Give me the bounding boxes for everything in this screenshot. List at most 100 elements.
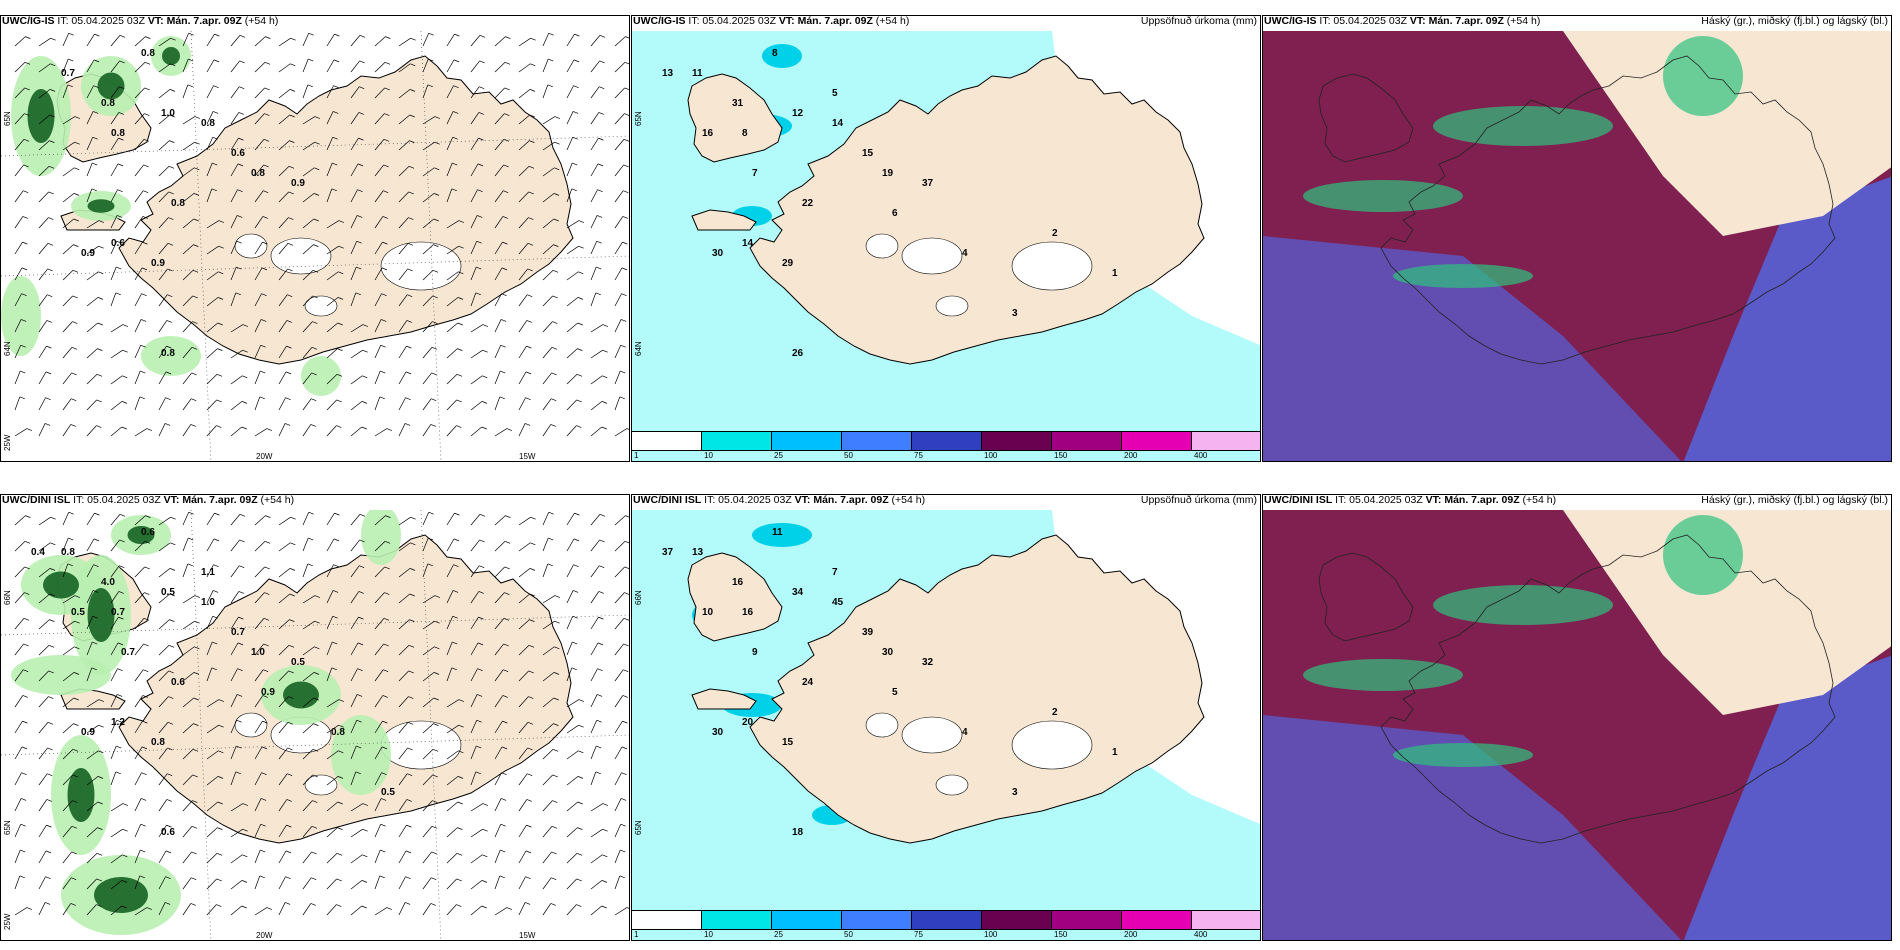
precip-area-light xyxy=(331,715,391,795)
wind-barb-flag xyxy=(573,59,580,63)
wind-barb-flag xyxy=(218,750,224,754)
wind-barb xyxy=(494,428,508,437)
wind-barb xyxy=(518,345,527,359)
wind-barb-flag xyxy=(502,695,508,698)
wind-barb xyxy=(206,348,218,359)
wind-barb xyxy=(326,297,339,307)
wind-barb-flag xyxy=(554,116,561,119)
wind-barb xyxy=(182,424,192,437)
precip-panel-igis: 11 31 8 8 12 14 15 19 37 22 14 30 29 26 13 16 7 5 6 4 3 2 1 UW… xyxy=(631,15,1261,462)
wind-barb-flag xyxy=(217,776,224,779)
wind-barb-flag xyxy=(458,220,465,223)
wind-barb xyxy=(446,348,458,359)
wind-barb-flag xyxy=(457,776,464,779)
wind-barb xyxy=(110,35,121,47)
snaefellsnes-land xyxy=(691,688,757,710)
wind-barb xyxy=(398,166,410,177)
wind-barb xyxy=(182,33,190,47)
wind-barb xyxy=(326,245,339,255)
wind-barb-flag xyxy=(46,345,52,349)
wind-barb xyxy=(422,672,435,682)
wind-barb xyxy=(110,292,117,307)
wind-barb-flag xyxy=(479,539,485,543)
wind-barb-flag xyxy=(20,344,26,348)
wind-barb xyxy=(326,667,333,682)
wind-barb-flag xyxy=(169,593,175,597)
wind-barb xyxy=(206,374,218,385)
wind-barb-flag xyxy=(239,60,245,64)
wind-barb-flag xyxy=(314,646,320,650)
wind-barb-flag xyxy=(409,114,415,118)
wind-barb xyxy=(590,215,598,229)
wind-barb-flag xyxy=(479,60,485,64)
wind-barb xyxy=(542,347,553,359)
wind-barb-flag xyxy=(337,827,343,830)
wind-barb xyxy=(14,566,25,578)
glacier xyxy=(865,233,899,259)
wind-barb-flag xyxy=(47,242,54,246)
wind-barb-flag xyxy=(358,591,364,594)
wind-barb-flag xyxy=(310,903,316,906)
wind-barb-flag xyxy=(193,193,200,196)
wind-barb xyxy=(206,904,217,916)
wind-barb-flag xyxy=(67,563,73,567)
wind-barb-flag xyxy=(191,398,197,401)
low-cloud-field xyxy=(1263,236,1682,461)
wind-barb xyxy=(14,592,25,604)
wind-barb xyxy=(158,345,167,359)
wind-barb xyxy=(614,319,622,333)
wind-barb-flag xyxy=(261,798,267,801)
wind-barb-flag xyxy=(68,32,74,36)
wind-barb xyxy=(518,423,526,437)
wind-barb xyxy=(470,163,479,177)
wind-barb-flag xyxy=(452,136,458,140)
wind-barb-flag xyxy=(501,267,508,271)
wind-barb xyxy=(542,903,552,916)
wind-barb xyxy=(134,541,146,552)
precip-area-moderate xyxy=(762,44,802,68)
wind-barb-flag xyxy=(287,747,293,751)
wind-barb-flag xyxy=(140,344,146,348)
wind-barb-flag xyxy=(362,375,368,379)
wind-barb xyxy=(62,167,75,177)
wind-barb-flag xyxy=(287,773,293,776)
wind-barb-flag xyxy=(355,771,361,775)
wind-barb xyxy=(518,824,527,838)
wind-barb-flag xyxy=(506,907,513,910)
legend-tick-label: 150 xyxy=(1054,451,1068,460)
wind-barb xyxy=(278,423,286,437)
wind-barb-flag xyxy=(217,348,223,351)
wind-barb-flag xyxy=(144,566,150,570)
wind-barb-flag xyxy=(236,240,242,244)
wind-barb-flag xyxy=(24,61,31,65)
wind-barb-flag xyxy=(380,344,386,348)
wind-barb-flag xyxy=(624,113,629,116)
value-label: 14 xyxy=(742,238,754,249)
wind-barb-flag xyxy=(239,34,246,38)
wind-barb-flag xyxy=(573,85,579,88)
wind-barb xyxy=(182,646,195,656)
wind-barb-flag xyxy=(432,321,438,324)
precip-area-heavy xyxy=(97,72,125,100)
wind-barb xyxy=(566,699,580,708)
wind-barb xyxy=(374,113,385,125)
wind-barb-flag xyxy=(621,772,627,775)
panel-header: UWC/IG-IS IT: 05.04.2025 03Z VT: Mán. 7.… xyxy=(633,15,910,27)
wind-barb-flag xyxy=(573,111,579,114)
wind-barb-flag xyxy=(22,695,28,698)
wind-barb xyxy=(374,164,384,177)
wind-barb xyxy=(134,720,143,734)
wind-barb-flag xyxy=(98,220,105,223)
wind-barb xyxy=(206,827,218,838)
wind-barb-flag xyxy=(70,903,76,906)
wind-barb xyxy=(350,828,363,838)
wind-barb-flag xyxy=(236,266,242,270)
wind-barb xyxy=(422,193,435,203)
wind-barb xyxy=(38,114,50,125)
wind-barb-flag xyxy=(216,904,222,907)
legend-tick-label: 25 xyxy=(774,930,783,939)
value-label: 9 xyxy=(752,647,758,658)
wind-barb-flag xyxy=(212,162,218,166)
wind-barb xyxy=(86,776,99,786)
wind-barb-flag xyxy=(311,346,318,350)
